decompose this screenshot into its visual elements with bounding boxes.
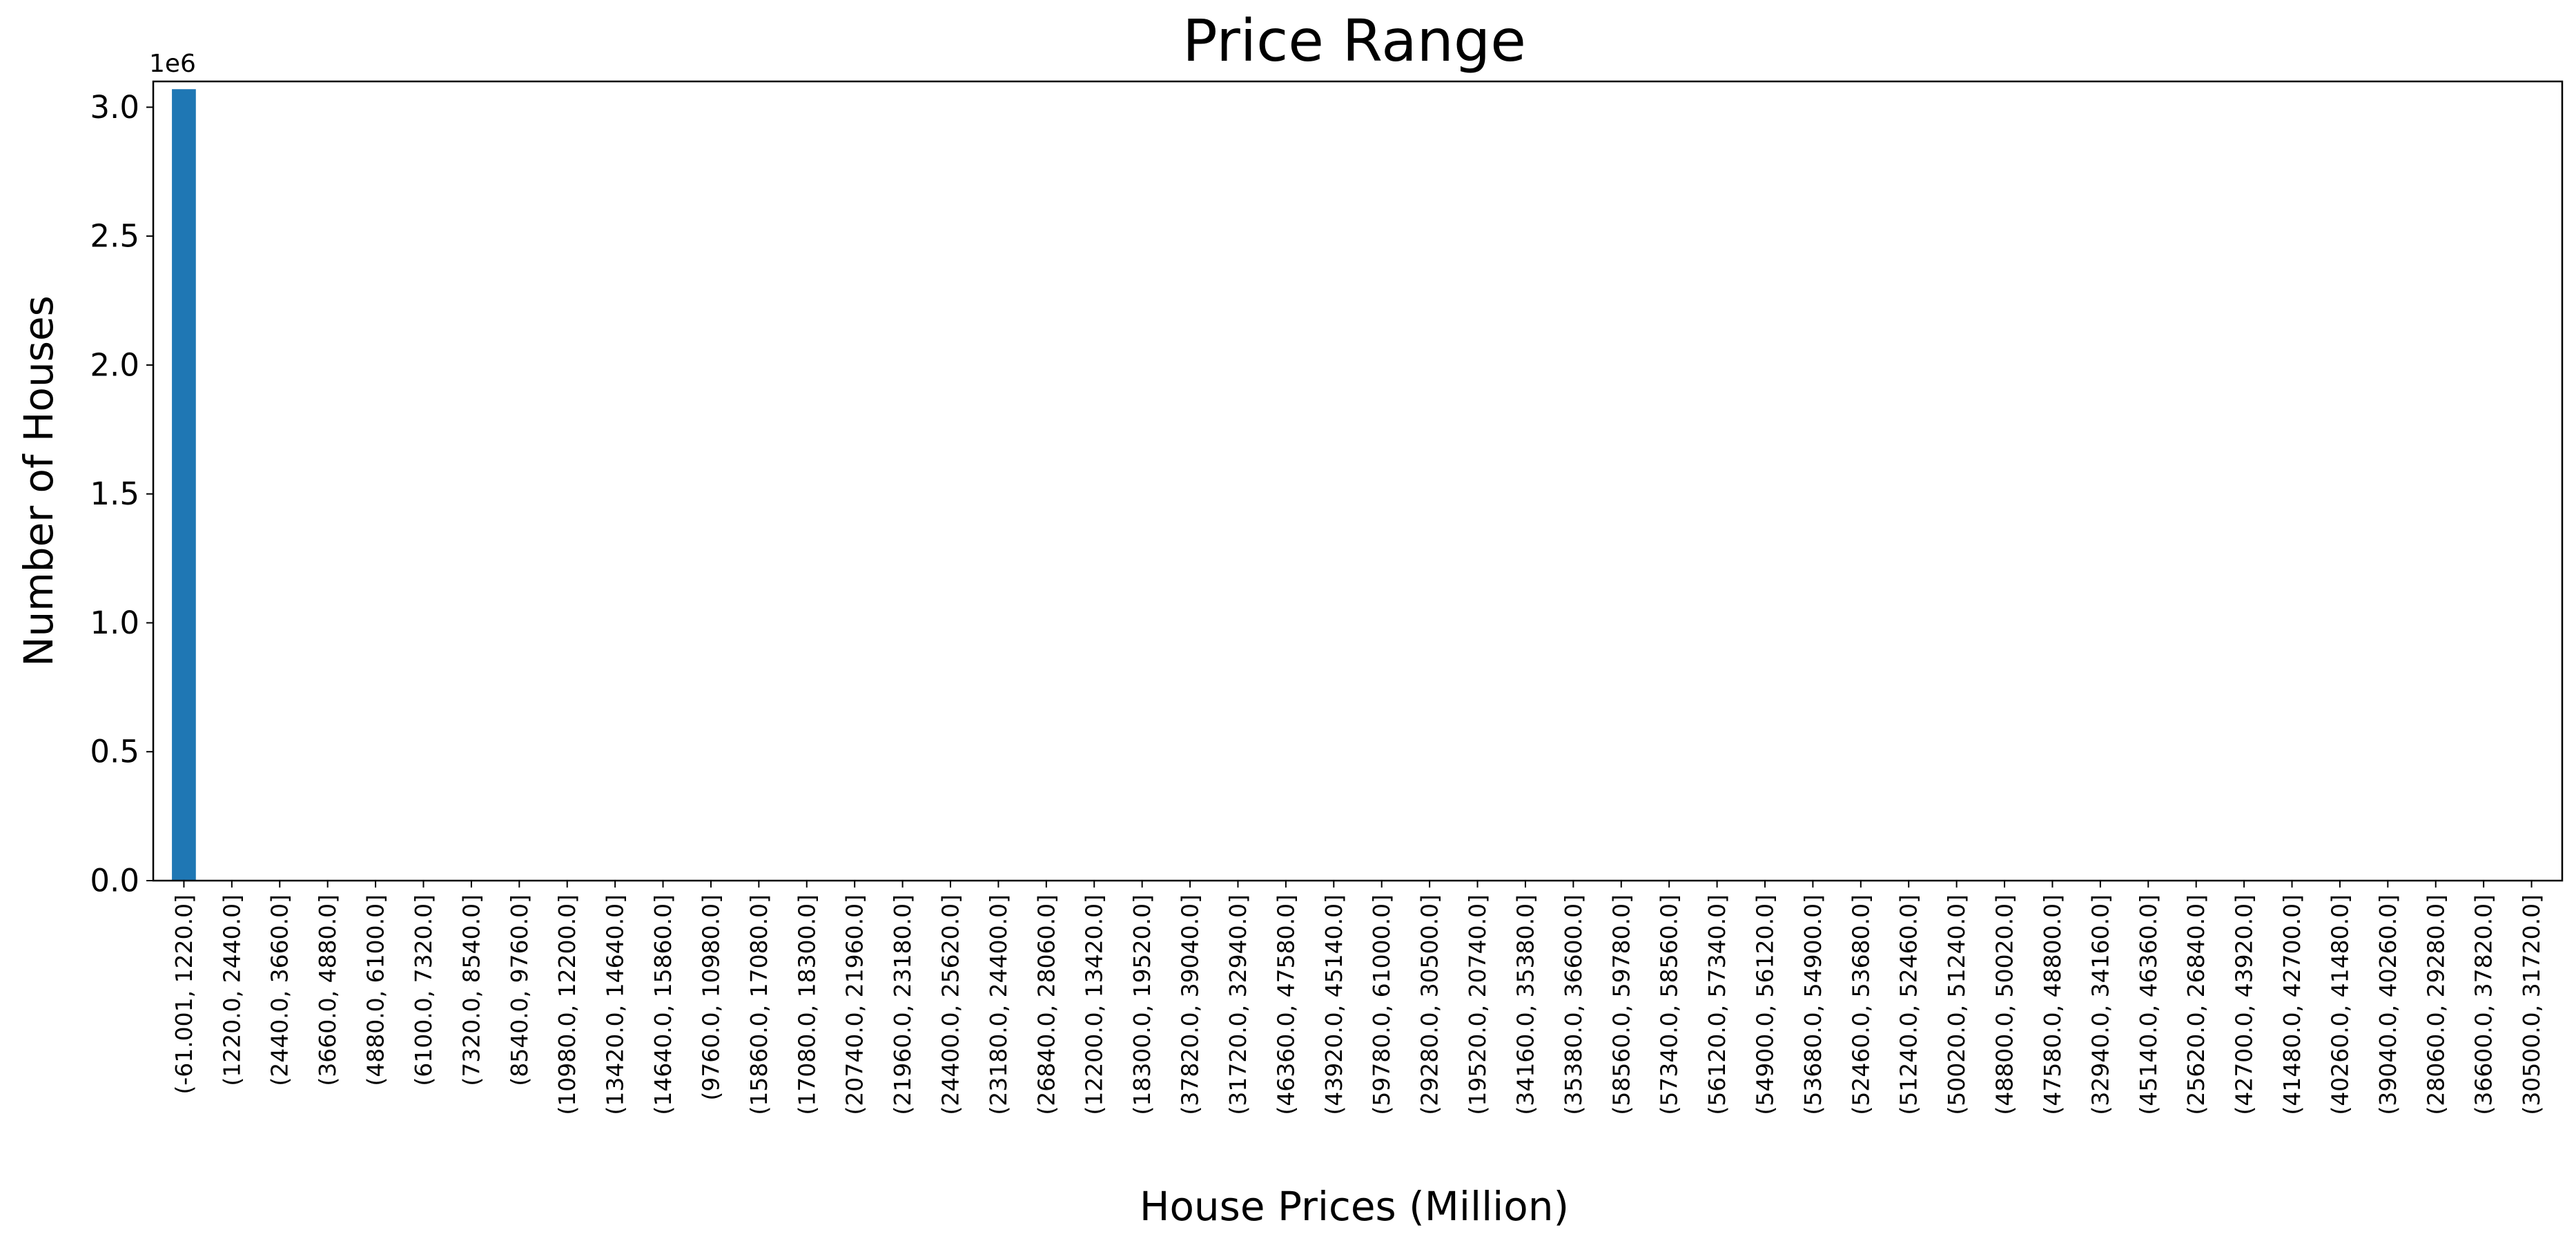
x-tick-label: (3660.0, 4880.0]	[314, 894, 341, 1086]
x-tick-label: (40260.0, 41480.0]	[2326, 894, 2353, 1115]
x-tick-label: (15860.0, 17080.0]	[745, 894, 772, 1115]
x-tick-label: (17080.0, 18300.0]	[793, 894, 820, 1115]
x-tick-label: (52460.0, 53680.0]	[1847, 894, 1874, 1115]
chart-title: Price Range	[1182, 7, 1526, 75]
x-tick-label: (20740.0, 21960.0]	[841, 894, 868, 1115]
x-tick-label: (14640.0, 15860.0]	[650, 894, 676, 1115]
x-tick-label: (28060.0, 29280.0]	[2422, 894, 2449, 1115]
y-axis-label: Number of Houses	[15, 295, 62, 667]
x-tick-label: (4880.0, 6100.0]	[362, 894, 389, 1086]
x-tick-label: (-61.001, 1220.0]	[170, 894, 197, 1095]
x-tick-label: (10980.0, 12200.0]	[554, 894, 580, 1115]
x-tick-label: (6100.0, 7320.0]	[410, 894, 437, 1086]
x-tick-label: (39040.0, 40260.0]	[2374, 894, 2401, 1115]
y-axis-ticks: 0.0 0.5 1.0 1.5 2.0 2.5 3.0	[90, 89, 153, 899]
x-tick-label: (18300.0, 19520.0]	[1129, 894, 1155, 1115]
x-tick-label: (53680.0, 54900.0]	[1799, 894, 1826, 1115]
x-tick-label: (36600.0, 37820.0]	[2470, 894, 2497, 1115]
x-tick-label: (26840.0, 28060.0]	[1033, 894, 1060, 1115]
x-tick-label: (12200.0, 13420.0]	[1081, 894, 1108, 1115]
x-axis-label: House Prices (Million)	[1140, 1183, 1569, 1230]
x-tick-label: (24400.0, 25620.0]	[937, 894, 964, 1115]
x-tick-label: (32940.0, 34160.0]	[2087, 894, 2114, 1115]
bar	[172, 89, 196, 881]
x-tick-label: (59780.0, 61000.0]	[1368, 894, 1395, 1115]
y-tick-label: 0.5	[90, 734, 139, 770]
x-tick-label: (57340.0, 58560.0]	[1656, 894, 1683, 1115]
x-tick-label: (7320.0, 8540.0]	[458, 894, 485, 1086]
x-tick-label: (21960.0, 23180.0]	[889, 894, 916, 1115]
x-tick-label: (47580.0, 48800.0]	[2039, 894, 2066, 1115]
x-tick-label: (54900.0, 56120.0]	[1751, 894, 1778, 1115]
x-tick-label: (1220.0, 2440.0]	[218, 894, 245, 1086]
y-tick-label: 3.0	[90, 89, 139, 126]
x-tick-label: (31720.0, 32940.0]	[1224, 894, 1251, 1115]
x-tick-label: (23180.0, 24400.0]	[985, 894, 1012, 1115]
x-tick-label: (29280.0, 30500.0]	[1416, 894, 1443, 1115]
x-tick-label: (48800.0, 50020.0]	[1991, 894, 2018, 1115]
x-tick-label: (45140.0, 46360.0]	[2135, 894, 2162, 1115]
y-tick-label: 2.5	[90, 218, 139, 255]
x-tick-label: (42700.0, 43920.0]	[2231, 894, 2258, 1115]
plot-frame	[153, 81, 2562, 881]
x-axis-ticks: (-61.001, 1220.0] (1220.0, 2440.0] (2440.0…	[170, 881, 2545, 1115]
x-tick-label: (19520.0, 20740.0]	[1464, 894, 1491, 1115]
x-tick-label: (50020.0, 51240.0]	[1943, 894, 1970, 1115]
y-tick-label: 1.0	[90, 605, 139, 641]
x-tick-label: (58560.0, 59780.0]	[1608, 894, 1635, 1115]
x-tick-label: (37820.0, 39040.0]	[1177, 894, 1204, 1115]
x-tick-label: (56120.0, 57340.0]	[1704, 894, 1730, 1115]
x-tick-label: (2440.0, 3660.0]	[266, 894, 293, 1086]
x-tick-label: (9760.0, 10980.0]	[697, 894, 724, 1101]
x-tick-label: (30500.0, 31720.0]	[2518, 894, 2545, 1115]
y-tick-label: 1.5	[90, 476, 139, 512]
y-tick-label: 2.0	[90, 346, 139, 383]
x-tick-label: (25620.0, 26840.0]	[2183, 894, 2209, 1115]
y-axis-offset-label: 1e6	[149, 50, 196, 78]
y-tick-label: 0.0	[90, 863, 139, 899]
x-tick-label: (8540.0, 9760.0]	[506, 894, 533, 1086]
x-tick-label: (43920.0, 45140.0]	[1320, 894, 1347, 1115]
x-tick-label: (46360.0, 47580.0]	[1272, 894, 1299, 1115]
x-tick-label: (34160.0, 35380.0]	[1512, 894, 1539, 1115]
bars-layer	[172, 89, 1585, 881]
x-tick-label: (41480.0, 42700.0]	[2279, 894, 2305, 1115]
x-tick-label: (13420.0, 14640.0]	[602, 894, 629, 1115]
x-tick-label: (51240.0, 52460.0]	[1895, 894, 1922, 1115]
x-tick-label: (35380.0, 36600.0]	[1560, 894, 1587, 1115]
